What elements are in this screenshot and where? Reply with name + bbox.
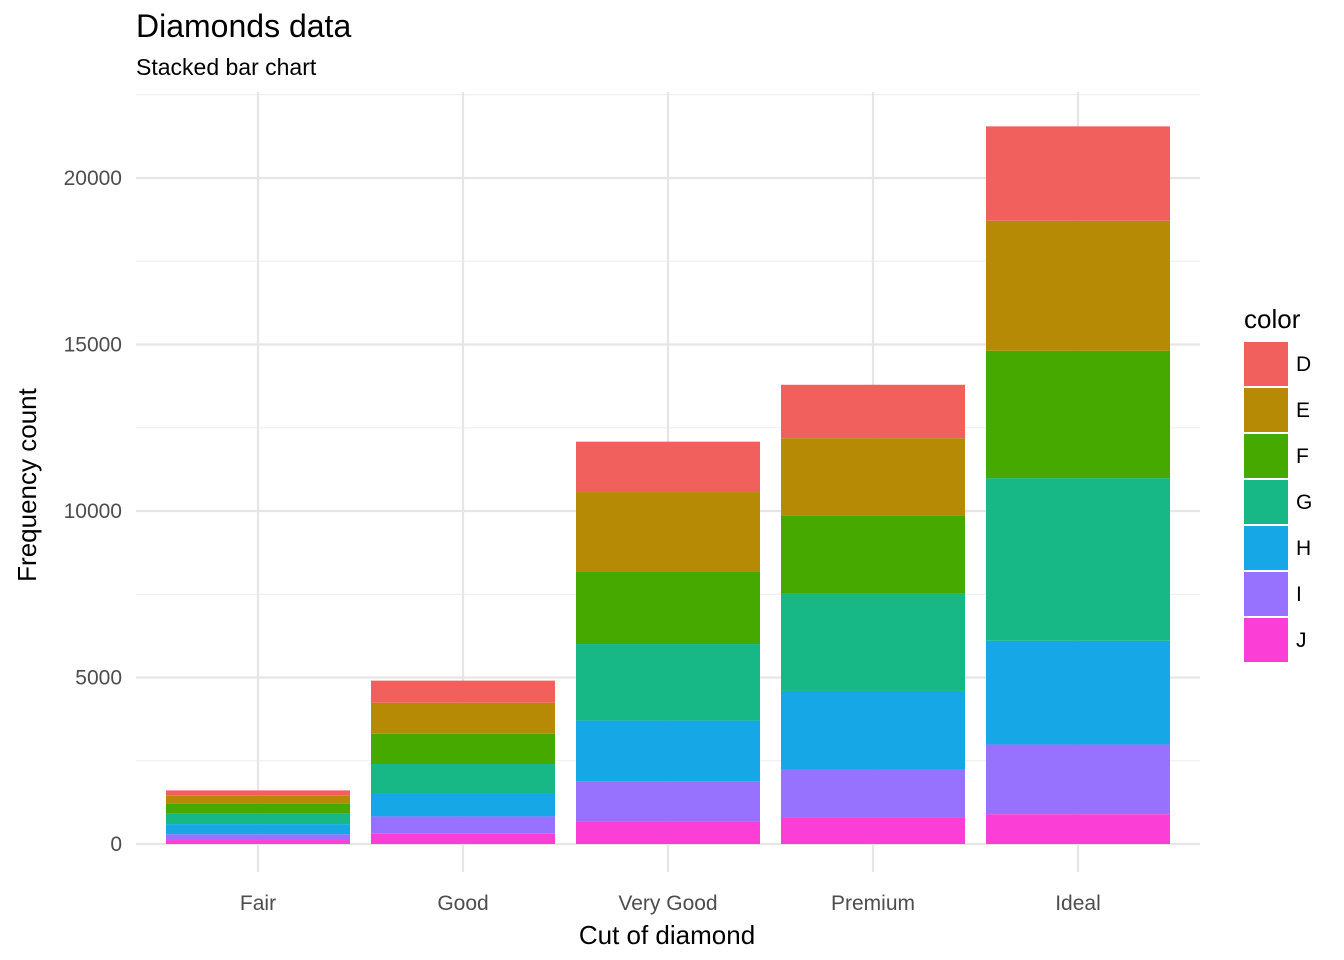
x-tick-label: Good [437, 892, 488, 915]
bar-segment [371, 793, 555, 817]
bar-segment [986, 220, 1170, 351]
bar-segment [371, 702, 555, 734]
bar-segment [371, 733, 555, 765]
bar-segment [576, 781, 760, 822]
bar-segment [781, 438, 965, 516]
bar-segment [781, 817, 965, 844]
bar-segment [781, 384, 965, 439]
bar-segment [781, 769, 965, 818]
legend-label: E [1296, 399, 1310, 422]
bar-segment [576, 571, 760, 645]
bar-segment [576, 821, 760, 844]
bar-segment [166, 803, 350, 814]
bar-segment [166, 824, 350, 835]
bar-segment [986, 126, 1170, 221]
bar-segment [371, 816, 555, 834]
y-axis-ticks: 0 5000 10000 15000 20000 [64, 167, 122, 856]
bar-segment [781, 690, 965, 770]
legend-label: H [1296, 537, 1311, 560]
bar-segment [986, 350, 1170, 479]
bars [166, 126, 1170, 844]
bar-segment [986, 744, 1170, 815]
legend-label: G [1296, 491, 1312, 514]
legend-swatch [1244, 526, 1288, 570]
legend-swatch [1244, 618, 1288, 662]
legend-swatch [1244, 342, 1288, 386]
y-tick-label: 15000 [64, 334, 122, 357]
legend-swatch [1244, 480, 1288, 524]
bar-segment [166, 840, 350, 844]
bar-segment [166, 834, 350, 841]
bar-segment [166, 813, 350, 825]
y-tick-label: 5000 [75, 667, 122, 690]
x-tick-label: Fair [240, 892, 276, 915]
y-tick-label: 0 [110, 833, 122, 856]
bar-segment [781, 515, 965, 594]
bar-segment [371, 680, 555, 703]
legend-label: D [1296, 353, 1311, 376]
bar-segment [166, 790, 350, 796]
bar-segment [781, 593, 965, 691]
bar-segment [371, 764, 555, 794]
legend-title: color [1244, 304, 1301, 334]
chart-title: Diamonds data [136, 8, 352, 44]
bar-segment [576, 644, 760, 721]
legend-swatch [1244, 572, 1288, 616]
chart-subtitle: Stacked bar chart [136, 54, 317, 80]
legend-label: I [1296, 583, 1302, 606]
bar-segment [986, 814, 1170, 844]
legend-swatch [1244, 388, 1288, 432]
y-axis-title: Frequency count [12, 387, 42, 581]
bar-segment [576, 492, 760, 572]
x-tick-label: Premium [831, 892, 915, 915]
bar-segment [166, 795, 350, 804]
x-tick-label: Very Good [618, 892, 717, 915]
bar-segment [986, 478, 1170, 641]
x-axis-ticks: Fair Good Very Good Premium Ideal [240, 892, 1101, 915]
bar-segment [576, 441, 760, 493]
x-axis-title: Cut of diamond [579, 920, 755, 950]
bar-segment [576, 720, 760, 782]
x-tick-label: Ideal [1055, 892, 1101, 915]
bar-segment [986, 640, 1170, 745]
y-tick-label: 10000 [64, 500, 122, 523]
legend-label: F [1296, 445, 1309, 468]
legend-label: J [1296, 629, 1307, 652]
legend-swatch [1244, 434, 1288, 478]
y-tick-label: 20000 [64, 167, 122, 190]
bar-segment [371, 833, 555, 844]
